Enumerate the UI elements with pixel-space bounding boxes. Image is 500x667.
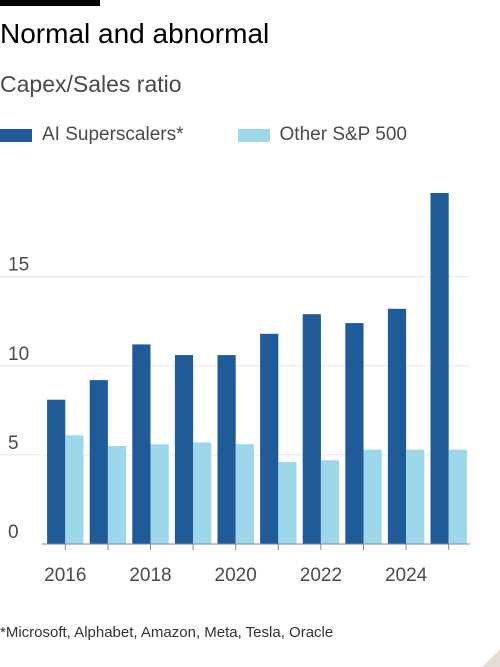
legend-item-other-sp500: Other S&P 500 — [237, 124, 407, 146]
y-tick-label-0: 0 — [8, 522, 19, 543]
bar-ai-superscalers-2017 — [89, 380, 108, 544]
x-axis — [42, 543, 470, 550]
x-tick-label-2024: 2024 — [385, 565, 428, 586]
bar-other-sp500-2025 — [448, 449, 467, 544]
bar-ai-superscalers-2025 — [430, 193, 449, 544]
y-tick-label-15: 15 — [8, 255, 29, 276]
bar-other-sp500-2016 — [65, 435, 84, 544]
bar-other-sp500-2017 — [107, 446, 127, 544]
tick-labels: 0 5 10 15 2016 2018 2020 2022 2024 — [8, 255, 428, 586]
bar-ai-superscalers-2018 — [132, 344, 151, 544]
bar-other-sp500-2019 — [193, 442, 212, 544]
x-tick-label-2018: 2018 — [129, 565, 171, 586]
bar-ai-superscalers-2023 — [345, 323, 364, 544]
brand-bar — [0, 0, 100, 6]
legend-label-other-sp500: Other S&P 500 — [279, 124, 407, 145]
bar-ai-superscalers-2020 — [217, 355, 236, 544]
bars — [47, 193, 467, 544]
bar-ai-superscalers-2019 — [174, 355, 194, 544]
corner-fold — [482, 649, 500, 667]
x-tick-label-2016: 2016 — [44, 565, 86, 586]
bar-ai-superscalers-2016 — [47, 399, 66, 544]
bar-other-sp500-2023 — [363, 449, 382, 544]
x-tick-label-2022: 2022 — [300, 565, 342, 586]
y-tick-label-10: 10 — [8, 344, 29, 365]
legend: AI Superscalers* Other S&P 500 — [0, 123, 407, 147]
y-tick-label-5: 5 — [8, 433, 19, 454]
chart-subtitle: Capex/Sales ratio — [0, 71, 182, 97]
legend-swatch-ai-superscalers — [0, 128, 32, 142]
bar-other-sp500-2018 — [150, 444, 169, 544]
bar-ai-superscalers-2024 — [387, 308, 407, 544]
bar-other-sp500-2020 — [235, 444, 254, 544]
bar-other-sp500-2022 — [320, 460, 340, 544]
legend-label-ai-superscalers: AI Superscalers* — [42, 124, 184, 145]
bar-ai-superscalers-2022 — [302, 314, 321, 544]
chart-title: Normal and abnormal — [0, 18, 270, 49]
bar-other-sp500-2021 — [278, 462, 297, 544]
bar-ai-superscalers-2021 — [260, 333, 279, 544]
footnote: *Microsoft, Alphabet, Amazon, Meta, Tesl… — [0, 624, 334, 641]
x-tick-label-2020: 2020 — [215, 565, 257, 586]
legend-item-ai-superscalers: AI Superscalers* — [0, 124, 184, 146]
bar-chart: 0 5 10 15 2016 2018 2020 2022 2024 — [0, 193, 470, 586]
bar-other-sp500-2024 — [406, 449, 425, 544]
legend-swatch-other-sp500 — [237, 128, 270, 142]
